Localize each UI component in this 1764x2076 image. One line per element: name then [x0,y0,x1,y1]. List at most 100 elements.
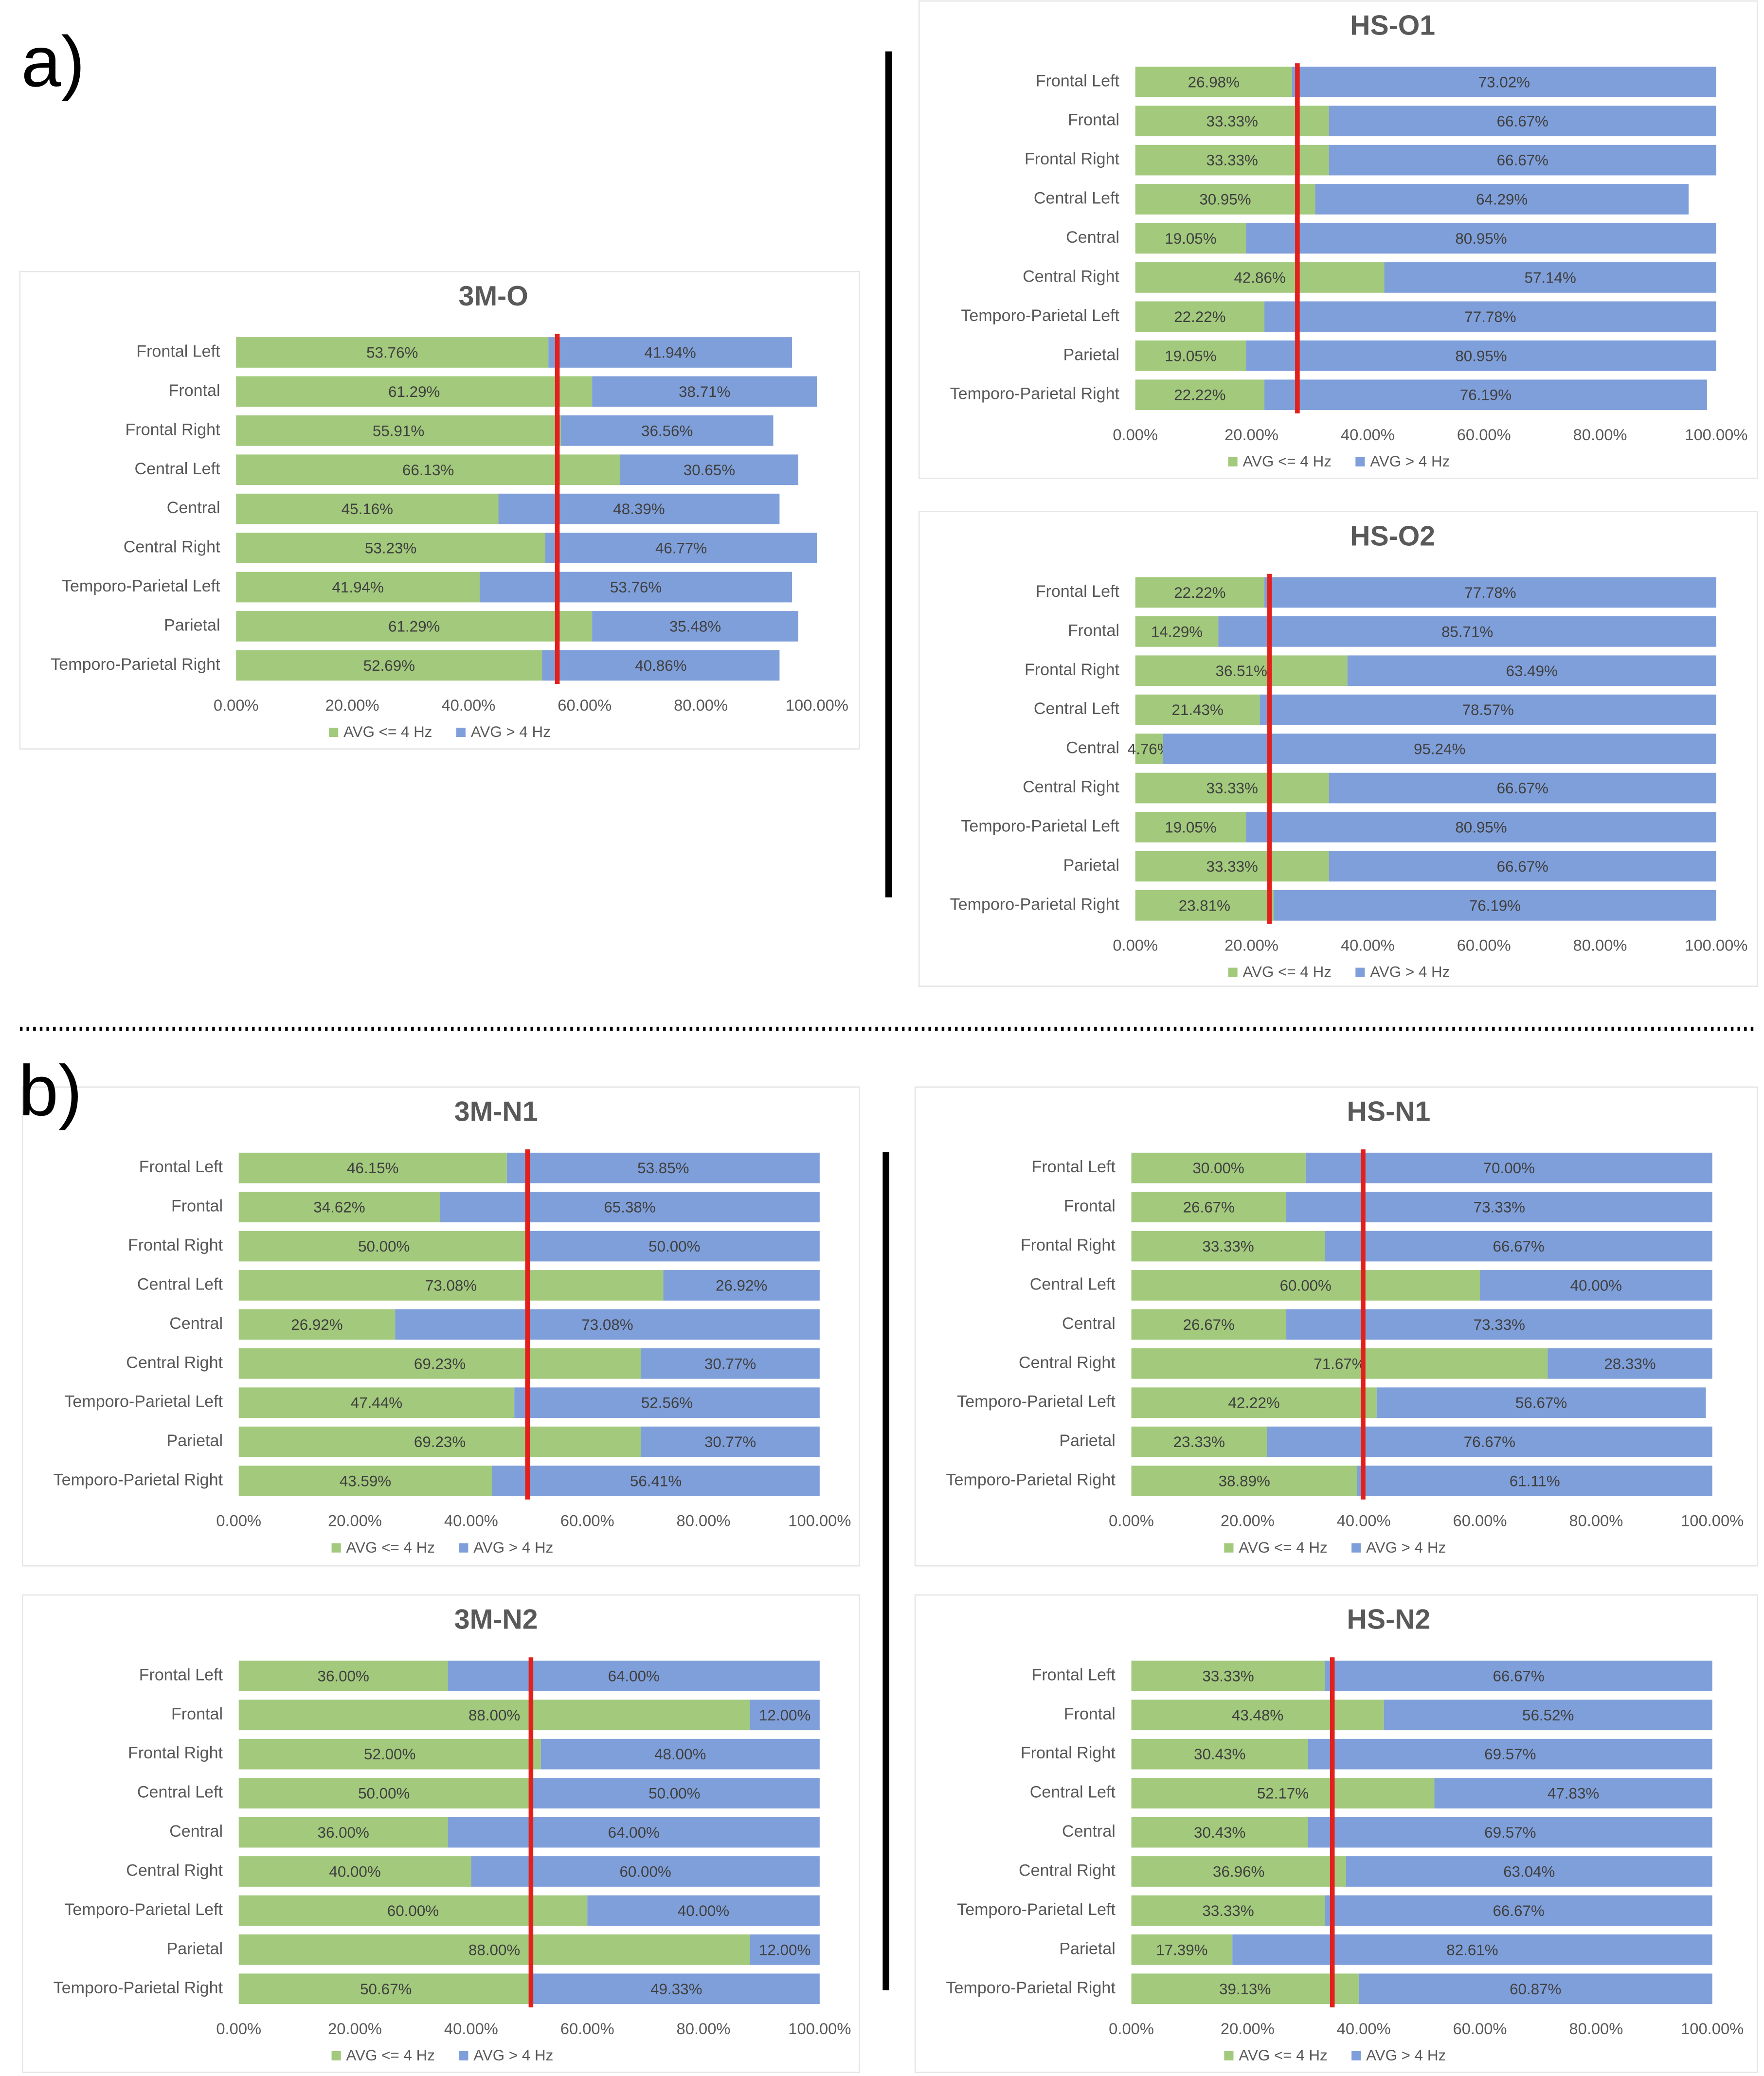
legend-label: AVG > 4 Hz [1366,2047,1446,2064]
category-label: Frontal [171,1197,223,1216]
legend-label: AVG > 4 Hz [473,2047,553,2064]
value-label: 56.41% [630,1473,682,1490]
value-label: 48.00% [654,1746,706,1763]
category-label: Frontal Left [136,342,220,360]
chart-title: 3M-N2 [454,1604,538,1635]
category-label: Frontal [169,381,220,400]
value-label: 26.92% [291,1316,342,1333]
x-tick-label: 80.00% [1569,1512,1623,1530]
value-label: 30.00% [1193,1160,1244,1177]
legend-swatch [1224,2051,1233,2060]
value-label: 36.56% [641,422,693,439]
value-label: 73.08% [581,1316,633,1333]
x-tick-label: 20.00% [1224,936,1278,954]
x-tick-label: 100.00% [788,2020,851,2038]
value-label: 26.67% [1183,1199,1235,1216]
value-label: 22.22% [1174,584,1225,601]
category-label: Central Right [126,1353,223,1372]
x-tick-label: 20.00% [1221,1512,1275,1530]
category-label: Frontal Right [128,1744,223,1762]
value-label: 38.71% [679,383,730,400]
category-label: Frontal Right [128,1236,223,1254]
x-tick-label: 40.00% [1341,936,1395,954]
x-tick-label: 100.00% [1685,936,1747,954]
value-label: 19.05% [1165,819,1216,836]
value-label: 82.61% [1446,1941,1498,1958]
value-label: 46.77% [655,540,707,557]
category-label: Central [167,499,220,517]
chart-title: HS-O1 [1350,10,1435,41]
value-label: 22.22% [1174,308,1225,325]
legend-label: AVG <= 4 Hz [343,723,432,740]
legend-swatch [1351,1543,1361,1553]
value-label: 47.83% [1548,1785,1599,1802]
category-label: Parietal [164,616,220,634]
value-label: 66.67% [1497,152,1548,169]
value-label: 30.43% [1194,1824,1245,1841]
legend-label: AVG > 4 Hz [1370,453,1450,470]
value-label: 23.33% [1173,1433,1225,1450]
value-label: 66.13% [402,462,454,479]
value-label: 12.00% [759,1941,810,1958]
value-label: 33.33% [1206,113,1258,130]
x-tick-label: 0.00% [1109,1512,1154,1530]
x-tick-label: 80.00% [677,2020,731,2038]
x-tick-label: 80.00% [1569,2020,1623,2038]
category-label: Temporo-Parietal Right [51,655,220,674]
x-tick-label: 0.00% [216,1512,261,1530]
value-label: 48.39% [613,501,665,518]
x-tick-label: 0.00% [1109,2020,1154,2038]
value-label: 30.65% [684,462,735,479]
category-label: Parietal [167,1432,223,1450]
value-label: 41.94% [332,579,384,596]
value-label: 30.77% [704,1433,756,1450]
value-label: 80.95% [1455,230,1507,247]
value-label: 56.67% [1515,1395,1567,1412]
value-label: 69.57% [1484,1824,1536,1841]
legend-label: AVG > 4 Hz [1370,964,1450,981]
value-label: 65.38% [604,1199,655,1216]
value-label: 77.78% [1464,308,1516,325]
value-label: 23.81% [1179,897,1230,914]
category-label: Frontal Left [139,1665,223,1684]
value-label: 77.78% [1464,584,1516,601]
category-label: Parietal [167,1939,223,1958]
category-label: Frontal Right [126,420,221,439]
category-label: Parietal [1063,345,1120,364]
value-label: 36.00% [318,1667,369,1684]
value-label: 63.49% [1506,662,1558,680]
category-label: Parietal [1059,1432,1116,1450]
x-tick-label: 0.00% [1113,936,1158,954]
legend-label: AVG <= 4 Hz [1243,453,1332,470]
category-label: Central Left [1034,699,1120,718]
x-tick-label: 40.00% [441,696,495,714]
value-label: 85.71% [1441,623,1493,640]
value-label: 19.05% [1165,230,1216,247]
category-label: Frontal Left [1036,582,1120,601]
value-label: 73.33% [1474,1199,1525,1216]
legend-swatch [332,2051,341,2060]
category-label: Frontal Right [1025,661,1120,679]
x-tick-label: 0.00% [214,696,259,714]
value-label: 73.33% [1474,1316,1525,1333]
value-label: 50.00% [648,1785,700,1802]
value-label: 30.77% [704,1355,756,1372]
value-label: 53.85% [637,1160,689,1177]
value-label: 64.00% [608,1824,660,1841]
value-label: 46.15% [347,1160,398,1177]
legend-swatch [332,1543,341,1553]
value-label: 61.11% [1510,1473,1560,1490]
category-label: Frontal Left [1032,1158,1116,1176]
x-tick-label: 40.00% [444,2020,498,2038]
value-label: 43.48% [1232,1707,1283,1724]
legend-swatch [456,728,466,737]
value-label: 50.00% [648,1238,700,1255]
panel-label: b) [18,1051,82,1131]
value-label: 45.16% [342,501,393,518]
legend-swatch [329,728,338,737]
value-label: 53.23% [365,540,416,557]
category-label: Central [1062,1314,1116,1333]
category-label: Frontal [1064,1197,1116,1216]
category-label: Central [169,1822,223,1841]
value-label: 78.57% [1462,701,1514,718]
